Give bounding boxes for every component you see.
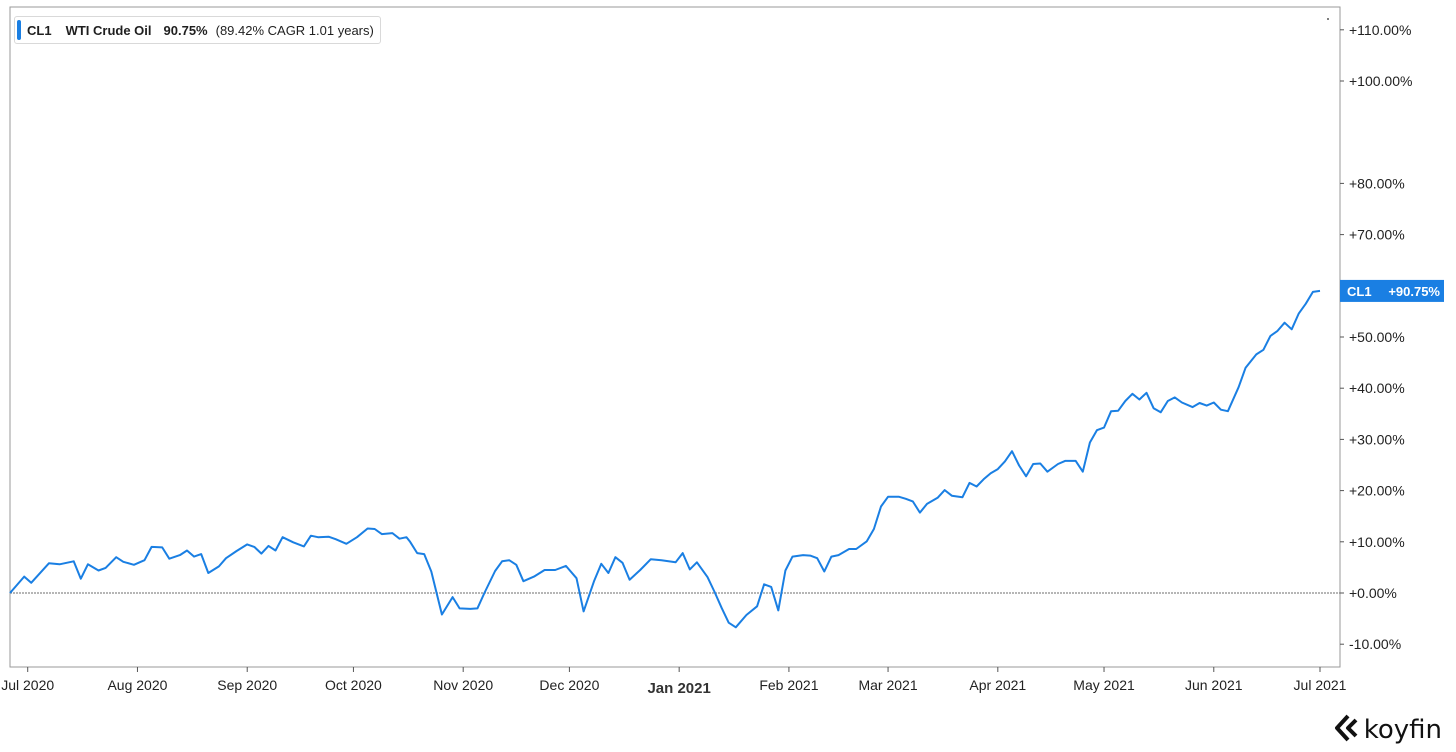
koyfin-logo-icon xyxy=(1334,714,1360,747)
legend-name: WTI Crude Oil xyxy=(65,22,152,38)
legend-return: 90.75% xyxy=(163,22,208,38)
y-tick-label: +0.00% xyxy=(1349,585,1397,601)
y-tick-label: -10.00% xyxy=(1349,636,1401,652)
x-tick-label: Dec 2020 xyxy=(539,677,599,693)
y-tick-label: +110.00% xyxy=(1349,22,1411,38)
y-tick-label: +80.00% xyxy=(1349,175,1405,191)
plot-corner-dot xyxy=(1327,18,1329,20)
x-tick-label: Jul 2021 xyxy=(1294,677,1347,693)
y-tick-label: +10.00% xyxy=(1349,534,1405,550)
x-tick-label: May 2021 xyxy=(1073,677,1135,693)
y-tick-label: +20.00% xyxy=(1349,483,1405,499)
legend-swatch xyxy=(17,20,21,40)
x-tick-label: Apr 2021 xyxy=(969,677,1026,693)
x-tick-label: Nov 2020 xyxy=(433,677,493,693)
brand-logo: koyfin xyxy=(1334,714,1442,746)
legend[interactable]: CL1 WTI Crude Oil 90.75% (89.42% CAGR 1.… xyxy=(14,16,381,44)
legend-ticker: CL1 xyxy=(27,22,52,38)
x-tick-label: Sep 2020 xyxy=(217,677,277,693)
y-tick-label: +50.00% xyxy=(1349,329,1405,345)
x-axis: Jul 2020 Aug 2020 Sep 2020 Oct 2020 Nov 2020… xyxy=(1,667,1347,697)
x-tick-label: Jul 2020 xyxy=(1,677,54,693)
last-value-badge-value: +90.75% xyxy=(1388,284,1440,299)
series-line-cl1[interactable] xyxy=(9,289,1321,629)
brand-name: koyfin xyxy=(1363,715,1442,745)
plot-area-frame xyxy=(9,6,1341,668)
y-tick-label: +100.00% xyxy=(1349,73,1412,89)
x-tick-label: Jan 2021 xyxy=(647,680,710,697)
x-tick-label: Aug 2020 xyxy=(107,677,167,693)
last-value-badge: CL1 +90.75% xyxy=(1340,279,1444,302)
y-axis: +110.00%+100.00%+80.00%+70.00%+60.00%+50… xyxy=(1340,22,1412,652)
x-tick-label: Oct 2020 xyxy=(325,677,382,693)
x-tick-label: Mar 2021 xyxy=(858,677,917,693)
legend-cagr: (89.42% CAGR 1.01 years) xyxy=(215,22,374,38)
y-tick-label: +40.00% xyxy=(1349,380,1405,396)
y-tick-label: +70.00% xyxy=(1349,227,1405,243)
x-tick-label: Feb 2021 xyxy=(759,677,818,693)
last-value-badge-ticker: CL1 xyxy=(1347,284,1372,299)
x-tick-label: Jun 2021 xyxy=(1185,677,1243,693)
y-tick-label: +30.00% xyxy=(1349,431,1405,447)
last-value-badge-bg xyxy=(1340,279,1444,302)
